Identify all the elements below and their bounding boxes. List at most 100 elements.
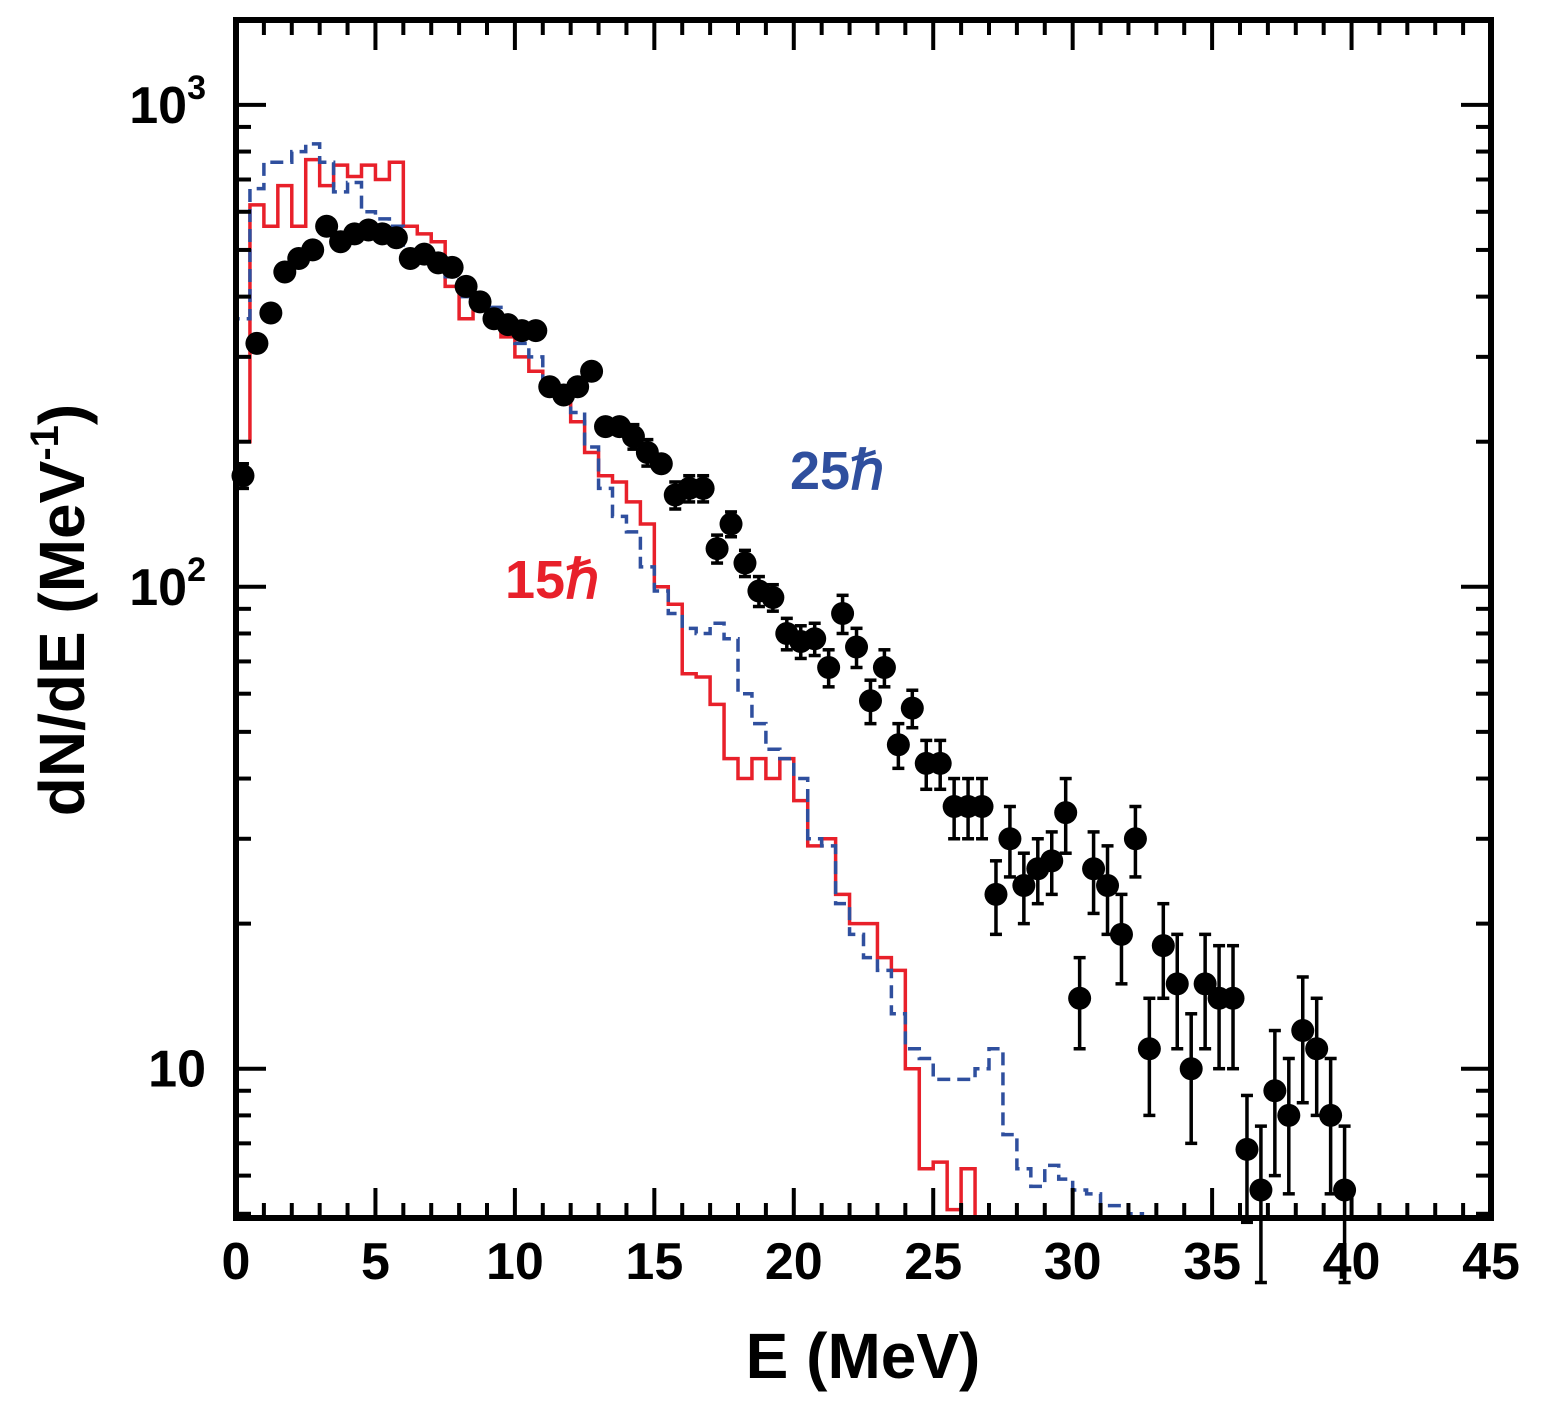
- x-tick-label: 0: [222, 1233, 251, 1291]
- data-point-marker: [1054, 801, 1078, 825]
- data-point: [1263, 1028, 1287, 1178]
- data-point-marker: [719, 512, 743, 536]
- annotation-15hbar: 15ℏ: [505, 550, 599, 610]
- data-points-layer: [231, 214, 1357, 1285]
- data-point: [245, 331, 269, 355]
- data-point: [1123, 804, 1147, 879]
- data-point-marker: [1249, 1178, 1273, 1202]
- data-point: [928, 738, 952, 792]
- y-tick-base: 10: [129, 559, 187, 617]
- axis-ticks: [234, 20, 1493, 1218]
- y-tick-base: 10: [129, 77, 187, 135]
- data-point-marker: [928, 751, 952, 775]
- y-tick-label: 10: [148, 1041, 206, 1099]
- data-point: [468, 290, 492, 314]
- data-point: [1151, 901, 1175, 1001]
- data-point: [1305, 996, 1329, 1118]
- series-15hbar-line: [236, 157, 977, 1218]
- data-point-marker: [524, 319, 548, 343]
- x-tick-label: 30: [1044, 1233, 1102, 1291]
- series-layer: [236, 142, 1145, 1218]
- y-tick-base: 10: [148, 1041, 206, 1099]
- data-point: [872, 648, 896, 689]
- annotation-25hbar: 25ℏ: [790, 441, 884, 501]
- data-point: [384, 226, 408, 250]
- data-point: [761, 582, 785, 613]
- data-point-marker: [1291, 1019, 1315, 1043]
- data-point-marker: [858, 689, 882, 713]
- data-point-marker: [1263, 1079, 1287, 1103]
- data-point: [719, 510, 743, 539]
- data-point-marker: [1305, 1037, 1329, 1061]
- data-point-marker: [259, 301, 283, 325]
- data-point-marker: [984, 882, 1008, 906]
- data-point-marker: [621, 425, 645, 449]
- y-axis-title-sup: -1: [23, 425, 67, 461]
- x-tick-label: 45: [1462, 1233, 1520, 1291]
- data-point: [259, 301, 283, 325]
- data-point: [705, 533, 729, 565]
- y-tick-label: 102: [129, 551, 206, 617]
- data-point-marker: [454, 274, 478, 298]
- data-point: [1096, 844, 1120, 937]
- series-25hbar-line: [236, 142, 1145, 1218]
- x-tick-label: 15: [625, 1233, 683, 1291]
- data-point: [1291, 975, 1315, 1105]
- data-point-marker: [384, 226, 408, 250]
- x-tick-label: 35: [1183, 1233, 1241, 1291]
- data-point-marker: [1082, 857, 1106, 881]
- data-point-marker: [761, 586, 785, 610]
- data-point: [440, 255, 464, 279]
- data-point-marker: [1165, 972, 1189, 996]
- data-point: [580, 359, 604, 383]
- data-point-marker: [1319, 1103, 1343, 1127]
- data-point: [649, 452, 673, 476]
- data-point: [1109, 892, 1133, 986]
- data-point-marker: [1137, 1037, 1161, 1061]
- data-point: [1082, 830, 1106, 916]
- data-point: [858, 678, 882, 726]
- data-point-marker: [315, 214, 339, 238]
- x-axis-title: E (MeV): [746, 1320, 981, 1392]
- data-point-marker: [970, 795, 994, 819]
- data-point: [1319, 1056, 1343, 1196]
- data-point: [1235, 1093, 1259, 1225]
- data-point-marker: [1068, 986, 1092, 1010]
- data-point-marker: [733, 551, 757, 575]
- y-tick-label: 103: [129, 69, 206, 135]
- data-point-marker: [872, 655, 896, 679]
- data-point-marker: [301, 238, 325, 262]
- data-point-marker: [580, 359, 604, 383]
- x-tick-label: 40: [1323, 1233, 1381, 1291]
- data-point-marker: [566, 375, 590, 399]
- data-point-marker: [1221, 986, 1245, 1010]
- data-point: [1040, 830, 1064, 897]
- y-tick-exponent: 3: [187, 69, 206, 107]
- x-tick-label: 5: [361, 1233, 390, 1291]
- data-point-marker: [1012, 873, 1036, 897]
- data-point: [1165, 932, 1189, 1051]
- data-point: [1179, 1012, 1203, 1146]
- data-point-marker: [817, 655, 841, 679]
- data-point: [454, 274, 478, 298]
- data-point: [984, 859, 1008, 937]
- data-point-marker: [1235, 1137, 1259, 1161]
- data-point-marker: [900, 696, 924, 720]
- data-point: [803, 621, 827, 658]
- data-point: [1012, 851, 1036, 926]
- data-point: [970, 776, 994, 841]
- plot-frame: [233, 17, 1494, 1221]
- data-point: [1249, 1124, 1273, 1285]
- x-tick-label: 10: [486, 1233, 544, 1291]
- data-point: [524, 319, 548, 343]
- data-point-marker: [468, 290, 492, 314]
- data-point: [1277, 1056, 1301, 1196]
- data-point-marker: [886, 733, 910, 757]
- data-point-marker: [1179, 1057, 1203, 1081]
- data-point-marker: [1277, 1103, 1301, 1127]
- data-point: [886, 721, 910, 771]
- data-point-marker: [845, 635, 869, 659]
- data-point-marker: [998, 827, 1022, 851]
